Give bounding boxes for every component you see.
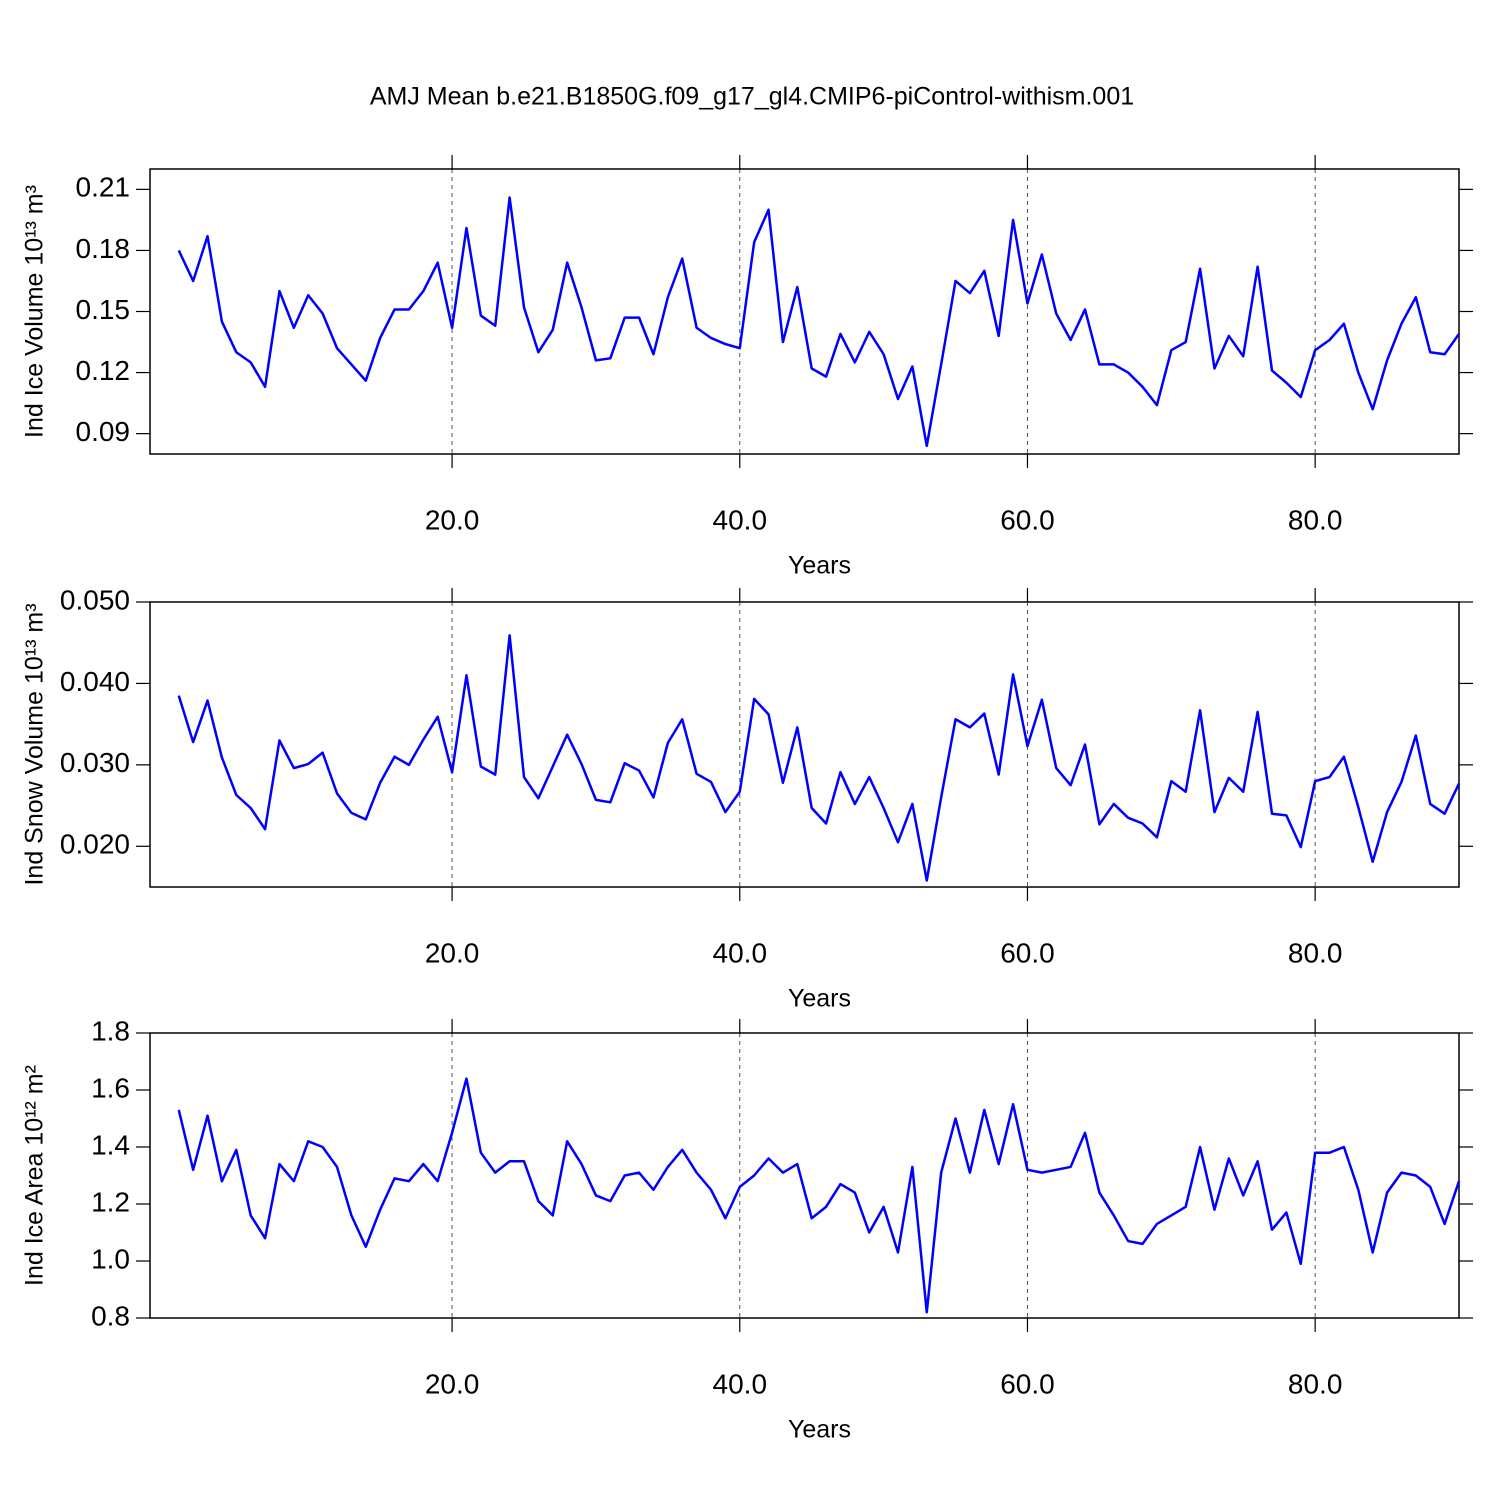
y-tick-label: 0.020 xyxy=(60,829,130,860)
y-tick-label: 1.6 xyxy=(91,1072,130,1103)
y-axis-label: Ind Ice Volume 10¹³ m³ xyxy=(21,185,49,438)
y-tick-label: 0.21 xyxy=(76,172,131,203)
x-tick-label: 80.0 xyxy=(1288,1368,1343,1399)
data-line xyxy=(177,634,1461,882)
plot-frame xyxy=(149,168,1460,455)
x-tick-label: 60.0 xyxy=(1000,504,1055,535)
x-tick-label: 20.0 xyxy=(425,1368,480,1399)
x-tick-label: 80.0 xyxy=(1288,937,1343,968)
x-axis-label: Years xyxy=(788,985,851,1013)
y-tick-label: 1.8 xyxy=(91,1015,130,1046)
data-line xyxy=(177,1077,1461,1314)
y-tick-label: 1.2 xyxy=(91,1186,130,1217)
x-tick-label: 40.0 xyxy=(713,937,768,968)
y-tick-label: 1.4 xyxy=(91,1129,130,1160)
x-tick-label: 20.0 xyxy=(425,937,480,968)
x-axis-label: Years xyxy=(788,552,851,580)
x-tick-label: 80.0 xyxy=(1288,504,1343,535)
y-tick-label: 0.09 xyxy=(76,416,131,447)
y-axis-label: Ind Ice Area 10¹² m² xyxy=(21,1065,49,1286)
x-tick-label: 60.0 xyxy=(1000,937,1055,968)
data-line xyxy=(177,196,1461,448)
y-tick-label: 0.15 xyxy=(76,294,131,325)
y-tick-label: 0.12 xyxy=(76,355,131,386)
plot-frame xyxy=(149,601,1460,888)
plot-frame xyxy=(149,1032,1460,1319)
y-axis-label: Ind Snow Volume 10¹³ m³ xyxy=(21,603,49,885)
y-tick-label: 0.030 xyxy=(60,747,130,778)
x-tick-label: 40.0 xyxy=(713,504,768,535)
x-axis-label: Years xyxy=(788,1416,851,1444)
y-tick-label: 0.050 xyxy=(60,584,130,615)
x-tick-label: 20.0 xyxy=(425,504,480,535)
y-tick-label: 1.0 xyxy=(91,1243,130,1274)
y-tick-label: 0.040 xyxy=(60,666,130,697)
y-tick-label: 0.8 xyxy=(91,1300,130,1331)
x-tick-label: 60.0 xyxy=(1000,1368,1055,1399)
x-tick-label: 40.0 xyxy=(713,1368,768,1399)
figure-title: AMJ Mean b.e21.B1850G.f09_g17_gl4.CMIP6-… xyxy=(370,83,1134,111)
y-tick-label: 0.18 xyxy=(76,233,131,264)
